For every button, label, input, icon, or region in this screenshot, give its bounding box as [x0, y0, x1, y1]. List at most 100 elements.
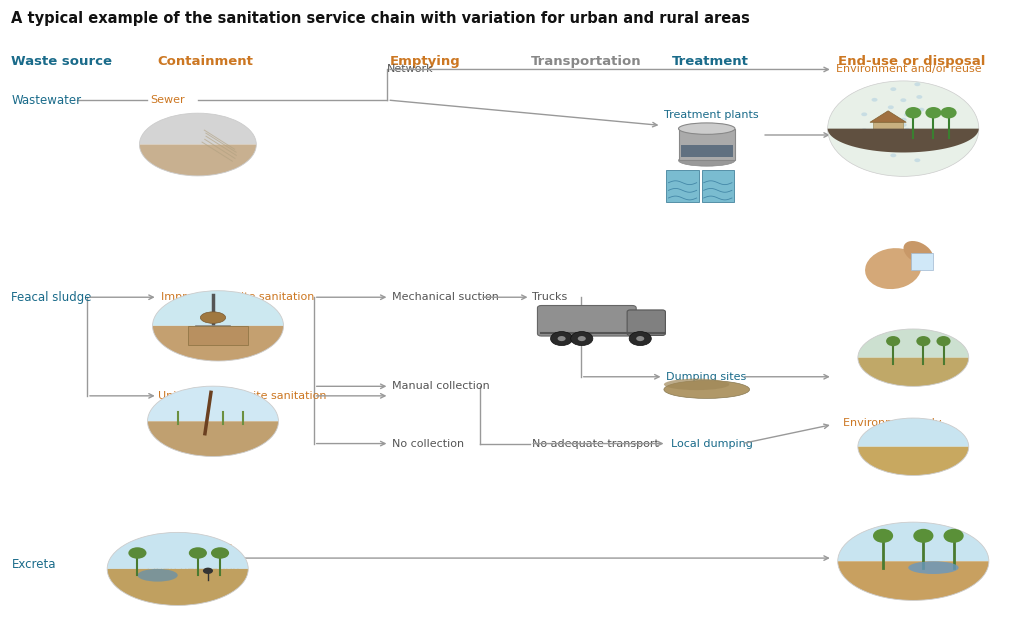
Circle shape [917, 95, 923, 99]
Text: Improved on-site sanitation: Improved on-site sanitation [161, 292, 314, 302]
Polygon shape [152, 326, 283, 361]
Text: Transportation: Transportation [530, 56, 641, 68]
Circle shape [915, 158, 921, 162]
Text: Containment: Containment [158, 56, 254, 68]
Circle shape [919, 133, 925, 137]
Text: Trucks: Trucks [532, 292, 568, 302]
Polygon shape [838, 561, 989, 601]
Text: Emptying: Emptying [390, 56, 460, 68]
FancyBboxPatch shape [873, 122, 903, 138]
FancyBboxPatch shape [680, 144, 732, 157]
Ellipse shape [943, 529, 964, 543]
Ellipse shape [201, 312, 226, 323]
Ellipse shape [905, 107, 922, 118]
FancyBboxPatch shape [666, 170, 699, 202]
Text: Excreta: Excreta [11, 558, 56, 571]
Circle shape [904, 128, 910, 132]
Ellipse shape [664, 379, 729, 390]
Polygon shape [152, 291, 283, 326]
Text: Unimproved on-site sanitation: Unimproved on-site sanitation [158, 391, 326, 401]
Ellipse shape [828, 81, 979, 176]
Text: Manual collection: Manual collection [393, 381, 490, 391]
Polygon shape [858, 329, 969, 358]
Circle shape [900, 123, 906, 127]
Text: Dumping sites: Dumping sites [666, 372, 747, 381]
Ellipse shape [137, 569, 178, 581]
Circle shape [888, 105, 894, 109]
Circle shape [900, 118, 906, 121]
FancyBboxPatch shape [188, 326, 249, 345]
Circle shape [203, 567, 213, 574]
Polygon shape [147, 386, 278, 421]
Circle shape [550, 332, 573, 346]
Circle shape [636, 336, 644, 341]
Polygon shape [838, 522, 989, 561]
Ellipse shape [903, 241, 933, 265]
Text: Open defecation: Open defecation [147, 564, 240, 574]
Circle shape [861, 128, 868, 132]
Text: Wastewater: Wastewater [11, 93, 82, 107]
Circle shape [890, 153, 896, 157]
Ellipse shape [678, 155, 735, 166]
Polygon shape [870, 111, 906, 122]
Circle shape [861, 112, 868, 116]
Circle shape [872, 143, 878, 147]
Ellipse shape [865, 248, 922, 289]
Ellipse shape [678, 123, 735, 134]
Circle shape [881, 115, 887, 119]
Text: Feacal sludge: Feacal sludge [11, 291, 92, 304]
FancyBboxPatch shape [911, 253, 933, 270]
Circle shape [881, 126, 887, 130]
Text: Treatment plants: Treatment plants [664, 110, 759, 119]
Circle shape [910, 109, 917, 113]
Ellipse shape [664, 381, 750, 398]
FancyBboxPatch shape [627, 310, 665, 335]
FancyBboxPatch shape [678, 128, 735, 160]
Text: A typical example of the sanitation service chain with variation for urban and r: A typical example of the sanitation serv… [11, 11, 750, 26]
Text: Environment and/or reuse: Environment and/or reuse [836, 65, 981, 75]
Ellipse shape [886, 336, 900, 346]
FancyBboxPatch shape [702, 170, 733, 202]
Polygon shape [147, 421, 278, 456]
Polygon shape [828, 128, 979, 153]
Ellipse shape [128, 547, 146, 558]
Ellipse shape [908, 561, 959, 574]
Ellipse shape [926, 107, 941, 118]
Polygon shape [139, 113, 257, 144]
Polygon shape [858, 447, 969, 475]
Polygon shape [139, 144, 257, 176]
Polygon shape [858, 418, 969, 447]
Text: Sewer: Sewer [150, 95, 185, 105]
Ellipse shape [189, 547, 207, 558]
Circle shape [872, 98, 878, 102]
Ellipse shape [940, 107, 957, 118]
Circle shape [904, 113, 910, 117]
Circle shape [900, 142, 906, 146]
Text: Treatment: Treatment [671, 56, 749, 68]
Circle shape [890, 88, 896, 91]
FancyBboxPatch shape [537, 305, 636, 336]
Text: No adequate transport: No adequate transport [532, 438, 659, 449]
Text: End-use or disposal: End-use or disposal [838, 56, 985, 68]
Text: Environment only: Environment only [843, 418, 941, 428]
Ellipse shape [917, 336, 931, 346]
Text: No collection: No collection [393, 438, 464, 449]
Circle shape [578, 336, 586, 341]
Circle shape [888, 135, 894, 139]
Polygon shape [858, 358, 969, 387]
Text: Waste source: Waste source [11, 56, 113, 68]
Circle shape [919, 108, 925, 112]
Circle shape [917, 146, 923, 150]
Circle shape [910, 132, 917, 135]
Circle shape [629, 332, 652, 346]
Circle shape [558, 336, 566, 341]
Polygon shape [107, 532, 249, 569]
Circle shape [571, 332, 593, 346]
Ellipse shape [914, 529, 933, 543]
Ellipse shape [873, 529, 893, 543]
Text: Mechanical suction: Mechanical suction [393, 292, 499, 302]
Ellipse shape [211, 547, 229, 558]
Circle shape [915, 82, 921, 86]
Ellipse shape [936, 336, 950, 346]
Text: Damaged units: Damaged units [147, 543, 233, 552]
